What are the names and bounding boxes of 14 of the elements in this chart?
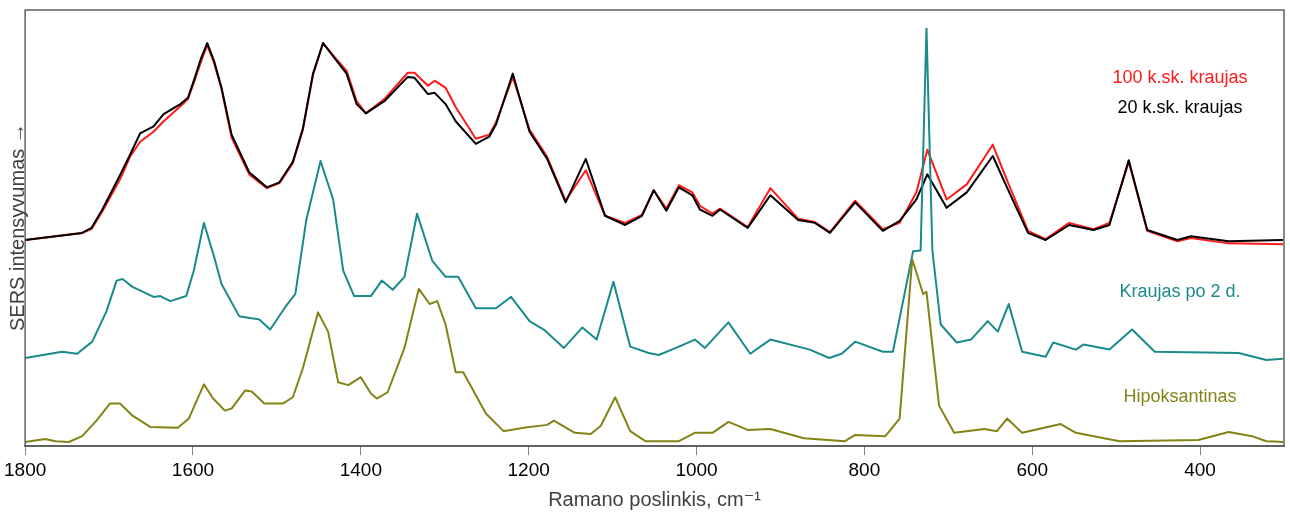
x-tick-label: 1600 bbox=[171, 458, 215, 480]
x-tick-label: 1800 bbox=[3, 458, 47, 480]
x-tick-label: 1000 bbox=[675, 458, 718, 480]
x-tick-label: 1200 bbox=[507, 458, 550, 480]
text: 100 k.sk. kraujas bbox=[1112, 66, 1248, 87]
x-tick-label: 800 bbox=[848, 458, 881, 480]
series-label: Hipoksantinas bbox=[1123, 385, 1237, 406]
x-tick-label: 600 bbox=[1016, 458, 1049, 480]
series-label: Kraujas po 2 d. bbox=[1119, 280, 1241, 301]
x-tick-label: 400 bbox=[1184, 458, 1216, 480]
x-axis-title: Ramano poslinkis, cm⁻¹ bbox=[548, 487, 762, 510]
y-axis-title: SERS intensyvumas → bbox=[5, 123, 28, 332]
text: 20 k.sk. kraujas bbox=[1117, 96, 1243, 117]
x-tick-label: 1400 bbox=[339, 458, 382, 480]
